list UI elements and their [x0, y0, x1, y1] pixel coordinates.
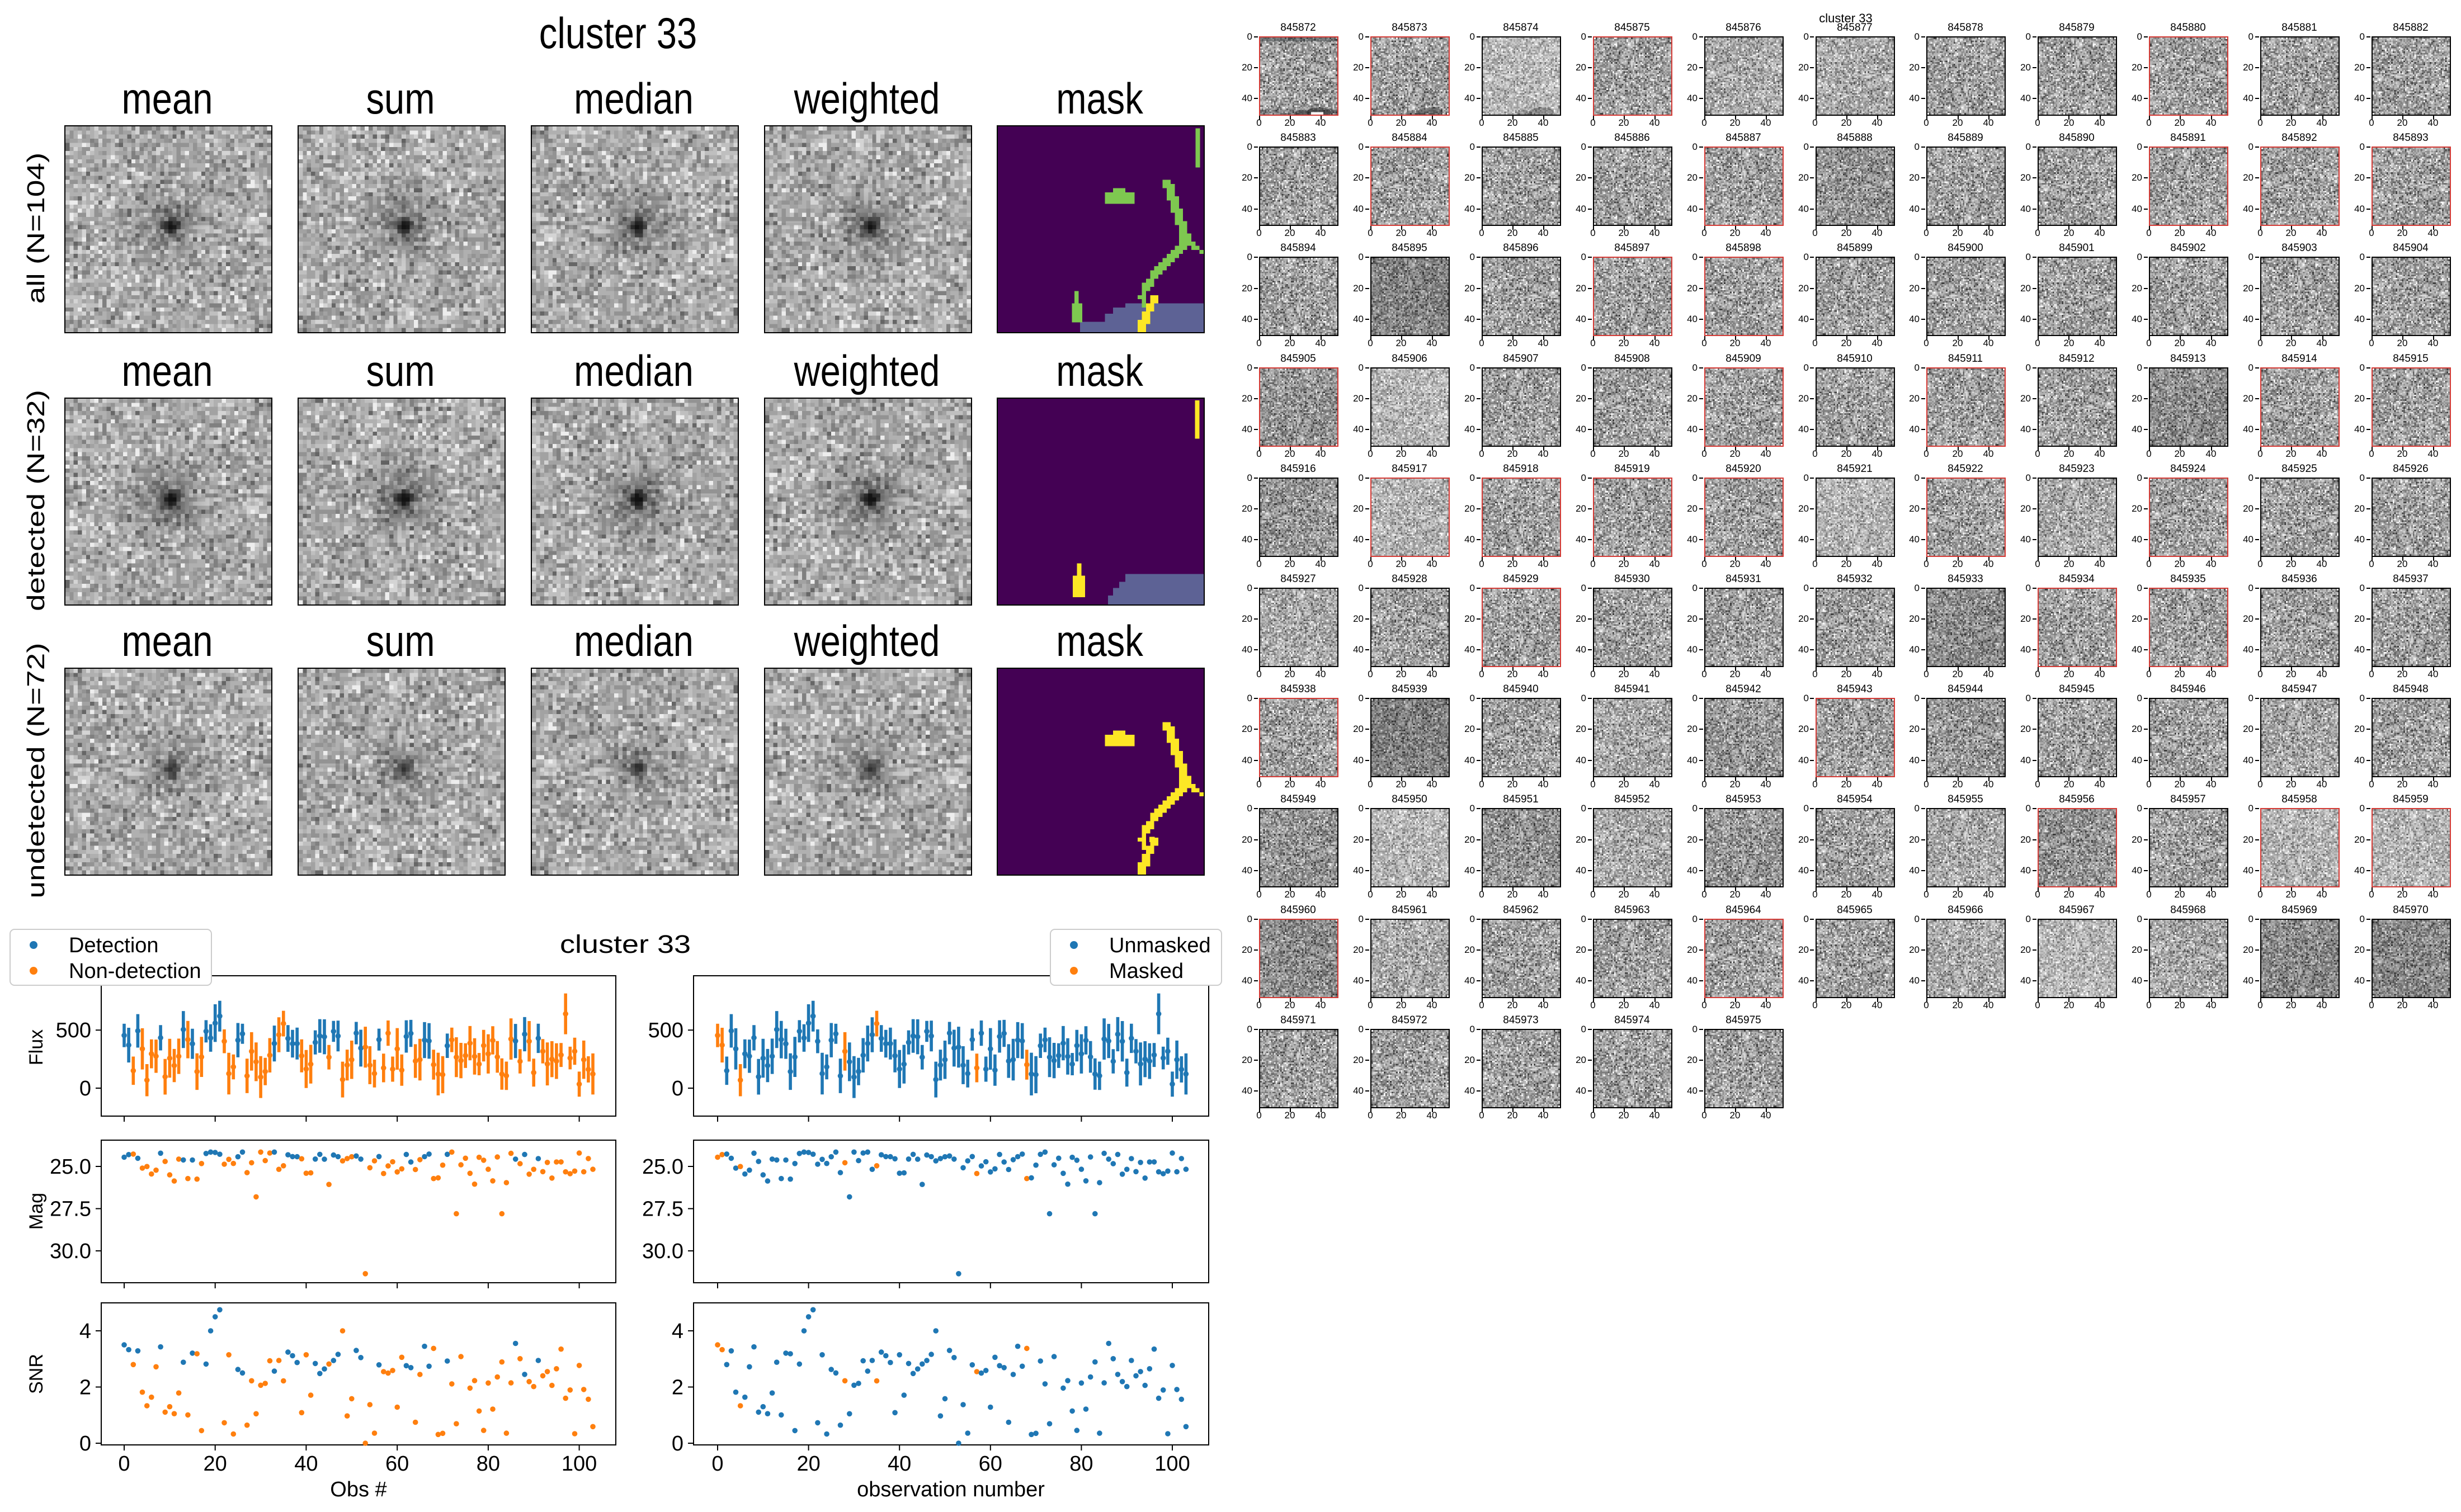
svg-text:4: 4 [672, 1320, 683, 1343]
svg-text:27.5: 27.5 [50, 1198, 91, 1221]
svg-text:0: 0 [672, 1077, 683, 1100]
svg-text:60: 60 [979, 1452, 1002, 1476]
svg-text:0: 0 [672, 1432, 683, 1456]
svg-text:Flux: Flux [26, 1029, 47, 1065]
svg-text:0: 0 [118, 1452, 130, 1476]
svg-text:0: 0 [79, 1077, 91, 1100]
svg-text:Detection: Detection [69, 934, 159, 957]
svg-text:80: 80 [477, 1452, 500, 1476]
svg-text:Non-detection: Non-detection [69, 960, 201, 983]
svg-text:2: 2 [672, 1376, 683, 1400]
svg-text:Mag: Mag [26, 1193, 47, 1230]
svg-text:100: 100 [562, 1452, 597, 1476]
svg-text:25.0: 25.0 [642, 1155, 683, 1179]
svg-text:30.0: 30.0 [642, 1240, 683, 1263]
svg-text:2: 2 [79, 1376, 91, 1400]
svg-text:SNR: SNR [26, 1354, 47, 1394]
svg-text:500: 500 [648, 1019, 683, 1042]
svg-text:20: 20 [796, 1452, 820, 1476]
svg-text:observation number: observation number [857, 1478, 1045, 1501]
svg-text:40: 40 [294, 1452, 318, 1476]
svg-text:25.0: 25.0 [50, 1155, 91, 1179]
svg-text:100: 100 [1154, 1452, 1190, 1476]
svg-text:cluster 33: cluster 33 [560, 930, 691, 958]
svg-text:80: 80 [1069, 1452, 1093, 1476]
svg-text:Obs #: Obs # [330, 1478, 386, 1501]
svg-text:4: 4 [79, 1320, 91, 1343]
svg-text:500: 500 [56, 1019, 91, 1042]
svg-text:60: 60 [385, 1452, 409, 1476]
svg-text:20: 20 [204, 1452, 227, 1476]
svg-text:Unmasked: Unmasked [1109, 934, 1211, 957]
svg-text:0: 0 [711, 1452, 723, 1476]
svg-text:27.5: 27.5 [642, 1198, 683, 1221]
svg-text:0: 0 [79, 1432, 91, 1456]
svg-text:Masked: Masked [1109, 960, 1184, 983]
svg-text:40: 40 [888, 1452, 911, 1476]
svg-text:30.0: 30.0 [50, 1240, 91, 1263]
